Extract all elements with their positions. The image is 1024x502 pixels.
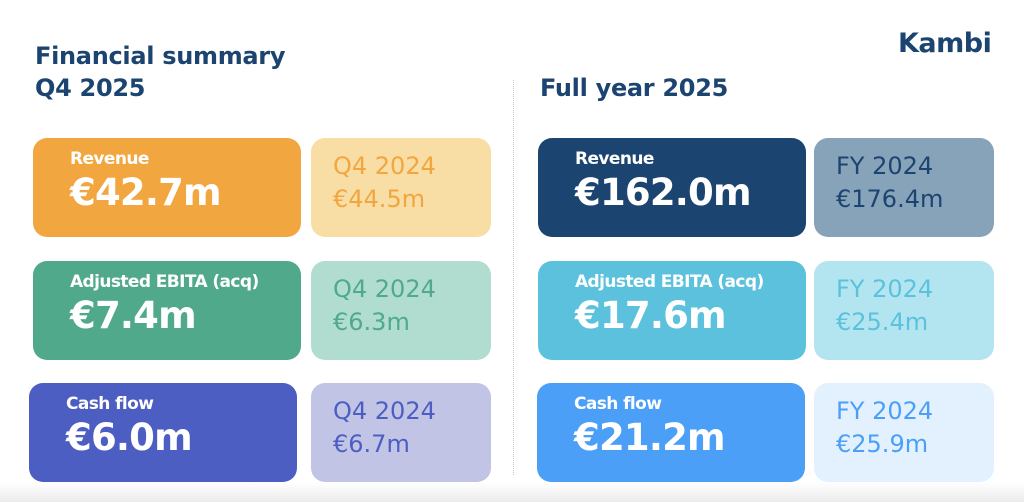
metric-value: €17.6m [575, 294, 727, 337]
metric-label: Cash flow [66, 394, 154, 414]
metric-value: €21.2m [574, 416, 726, 459]
comparison-value: €25.4m [836, 308, 929, 336]
q4-revenue-card: Revenue €42.7m [33, 138, 301, 237]
q4-cash-flow-card: Cash flow €6.0m [29, 383, 297, 482]
q4-revenue-comparison-card: Q4 2024 €44.5m [311, 138, 491, 237]
comparison-value: €176.4m [836, 185, 944, 213]
metric-label: Cash flow [574, 394, 662, 414]
kambi-logo: Kambi [898, 28, 992, 59]
metric-label: Revenue [575, 149, 654, 169]
fy-adjusted-ebita-comparison-card: FY 2024 €25.4m [814, 261, 994, 360]
title-line-2: Q4 2025 [35, 74, 146, 102]
q4-adjusted-ebita-card: Adjusted EBITA (acq) €7.4m [33, 261, 301, 360]
comparison-value: €6.3m [333, 308, 410, 336]
fy-cash-flow-card: Cash flow €21.2m [537, 383, 805, 482]
metric-value: €7.4m [70, 294, 197, 337]
fy-cash-flow-comparison-card: FY 2024 €25.9m [814, 383, 994, 482]
metric-value: €42.7m [70, 171, 222, 214]
comparison-period: FY 2024 [836, 397, 934, 425]
metric-value: €6.0m [66, 416, 193, 459]
fy-section-title: Full year 2025 [540, 74, 728, 102]
comparison-period: FY 2024 [836, 152, 934, 180]
comparison-period: FY 2024 [836, 275, 934, 303]
comparison-period: Q4 2024 [333, 152, 436, 180]
fy-adjusted-ebita-card: Adjusted EBITA (acq) €17.6m [538, 261, 806, 360]
fy-revenue-card: Revenue €162.0m [538, 138, 806, 237]
q4-adjusted-ebita-comparison-card: Q4 2024 €6.3m [311, 261, 491, 360]
comparison-value: €6.7m [333, 430, 410, 458]
title-line-1: Financial summary [35, 42, 286, 70]
metric-label: Adjusted EBITA (acq) [70, 272, 259, 292]
metric-label: Adjusted EBITA (acq) [575, 272, 764, 292]
q4-section-title: Financial summary Q4 2025 [35, 40, 285, 104]
metric-value: €162.0m [575, 171, 752, 214]
q4-cash-flow-comparison-card: Q4 2024 €6.7m [311, 383, 491, 482]
section-divider [513, 80, 514, 475]
comparison-value: €25.9m [836, 430, 929, 458]
comparison-value: €44.5m [333, 185, 426, 213]
fy-revenue-comparison-card: FY 2024 €176.4m [814, 138, 994, 237]
comparison-period: Q4 2024 [333, 275, 436, 303]
bottom-shadow [0, 482, 1024, 502]
metric-label: Revenue [70, 149, 149, 169]
comparison-period: Q4 2024 [333, 397, 436, 425]
